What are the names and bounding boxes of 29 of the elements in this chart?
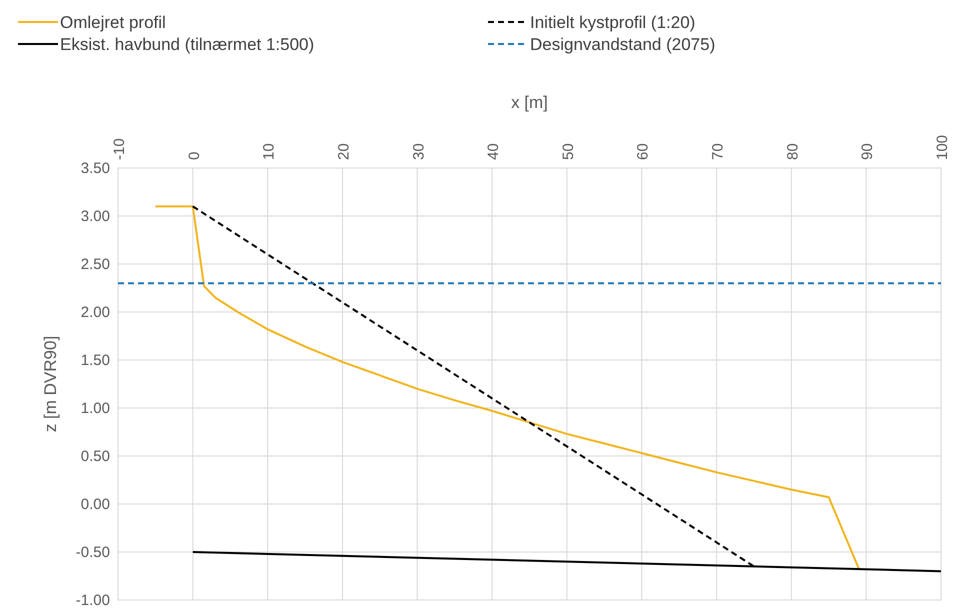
x-tick-label: 10 (260, 143, 278, 160)
legend-label: Eksist. havbund (tilnærmet 1:500) (60, 35, 314, 54)
legend-label: Omlejret profil (60, 13, 166, 32)
y-tick-label: 0.00 (80, 496, 110, 513)
x-tick-label: 90 (859, 143, 876, 160)
y-tick-label: 1.50 (80, 352, 110, 369)
y-tick-label: 3.00 (80, 208, 110, 225)
x-tick-label: 20 (335, 143, 352, 160)
x-tick-label: -10 (111, 138, 128, 160)
y-tick-label: -1.00 (76, 592, 110, 609)
y-tick-label: 1.00 (80, 400, 110, 417)
y-tick-label: -0.50 (76, 544, 110, 561)
line-series (154, 205, 860, 570)
x-tick-label: 70 (710, 143, 727, 160)
y-tick-label: 2.50 (80, 256, 110, 273)
y-axis-title: z [m DVR90] (41, 336, 60, 432)
y-tick-label: 3.50 (80, 160, 110, 177)
x-tick-label: 50 (560, 143, 577, 160)
x-tick-label: 0 (186, 152, 203, 160)
y-tick-label: 2.00 (80, 304, 110, 321)
x-tick-label: 80 (784, 143, 802, 160)
y-tick-label: 0.50 (80, 448, 110, 465)
x-axis-title: x [m] (511, 93, 548, 112)
x-tick-label: 40 (485, 143, 502, 160)
x-tick-label: 30 (410, 143, 428, 160)
legend-label: Initielt kystprofil (1:20) (530, 13, 696, 32)
x-tick-label: 100 (934, 134, 951, 160)
legend-label: Designvandstand (2075) (530, 35, 716, 54)
x-tick-label: 60 (634, 143, 652, 160)
